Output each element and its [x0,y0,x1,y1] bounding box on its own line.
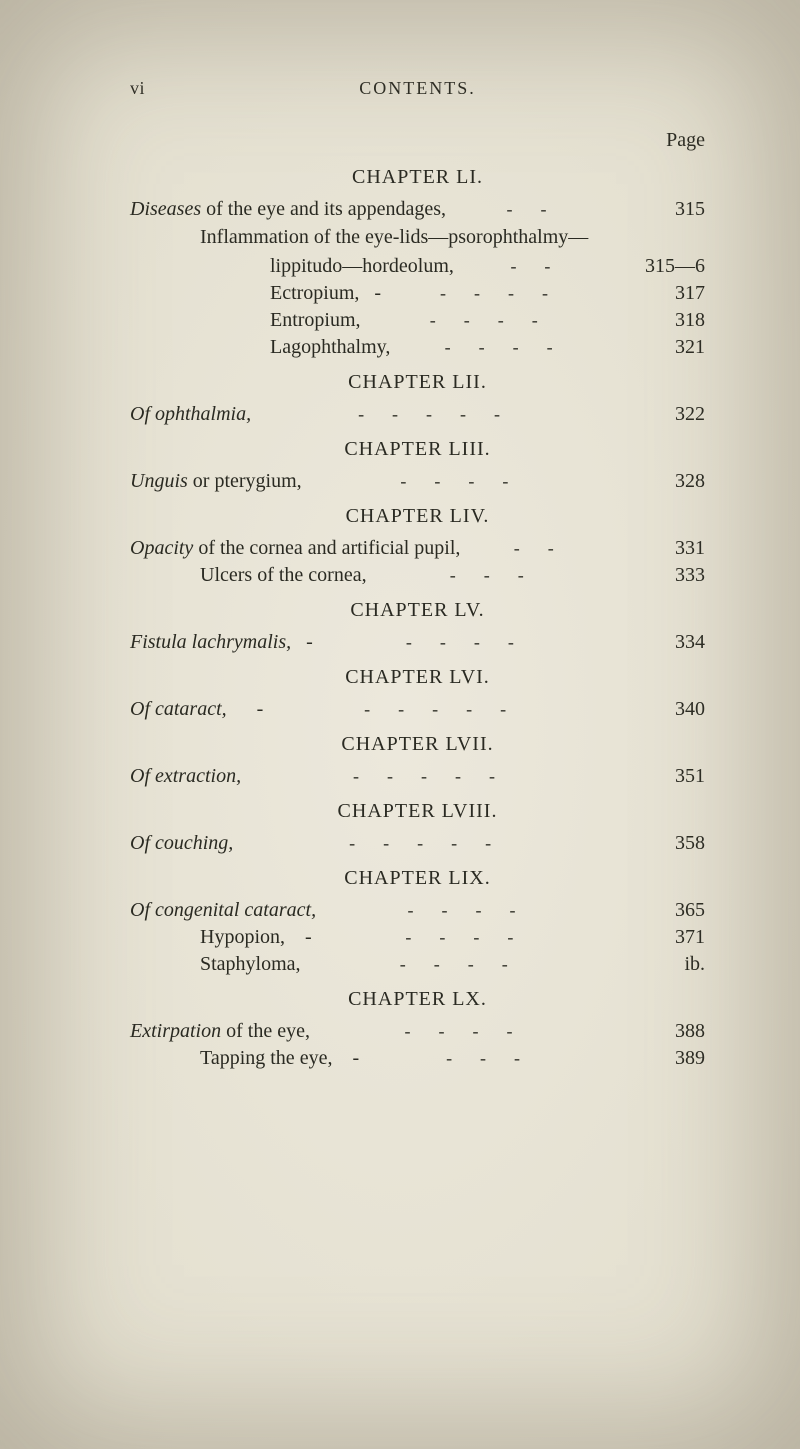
toc-entry: Extirpation of the eye,----388 [130,1021,705,1041]
toc-entry: Hypopion, -----371 [130,927,705,947]
toc-page-number: 321 [635,337,705,357]
toc-page-number: 388 [635,1021,705,1041]
page-column-label: Page [130,129,705,152]
toc-entry: Of extraction,-----351 [130,766,705,786]
toc-page-number: 328 [635,471,705,491]
toc-page-number: 333 [635,565,705,585]
toc-page-number: 340 [635,699,705,719]
toc-entry-label: Ulcers of the cornea, [200,565,367,585]
toc-entry: Ectropium, -----317 [130,283,705,303]
toc-page-number: 365 [635,900,705,920]
leader-dashes: -- [460,539,635,557]
toc-entry-label: Of congenital cataract, [130,900,316,920]
leader-dashes: -- [454,257,635,275]
toc-page-number: ib. [635,954,705,974]
toc-entry: Unguis or pterygium,----328 [130,471,705,491]
folio-number: vi [130,78,190,99]
toc-entry-label: Of cataract, - [130,699,263,719]
toc-page-number: 371 [635,927,705,947]
toc-entry-label: Opacity of the cornea and artificial pup… [130,538,460,558]
leader-dashes: ---- [361,311,635,329]
toc-page-number: 315—6 [635,256,705,276]
chapter-heading: CHAPTER LIV. [130,505,705,528]
leader-dashes: ----- [251,405,635,423]
toc-page-number: 317 [635,283,705,303]
toc-entry-label: Unguis or pterygium, [130,471,302,491]
table-of-contents: CHAPTER LI. Diseases of the eye and its a… [130,166,705,1068]
toc-entry-label: Fistula lachrymalis, - [130,632,313,652]
toc-entry: Tapping the eye, ----389 [130,1048,705,1068]
toc-entry-label: Staphyloma, [200,954,301,974]
toc-page-number: 318 [635,310,705,330]
running-head: vi CONTENTS. [130,78,705,99]
toc-entry: Diseases of the eye and its appendages,-… [130,199,705,219]
leader-dashes: ---- [313,633,635,651]
toc-entry-label: Hypopion, - [200,927,312,947]
leader-dashes: -- [446,200,635,218]
chapter-heading: CHAPTER LII. [130,371,705,394]
leader-dashes: ----- [263,700,635,718]
toc-entry-label: Entropium, [270,310,361,330]
toc-entry-label: lippitudo—hordeolum, [270,256,454,276]
chapter-heading: CHAPTER LVII. [130,733,705,756]
chapter-heading: CHAPTER LV. [130,599,705,622]
toc-page-number: 334 [635,632,705,652]
leader-dashes: ----- [241,767,635,785]
running-title: CONTENTS. [190,78,645,99]
toc-entry: Of couching,-----358 [130,833,705,853]
toc-entry: Staphyloma,----ib. [130,954,705,974]
toc-page-number: 351 [635,766,705,786]
toc-entry-label: Lagophthalmy, [270,337,390,357]
toc-entry: Of congenital cataract,----365 [130,900,705,920]
toc-entry: Entropium,----318 [130,310,705,330]
toc-entry: Of cataract, ------340 [130,699,705,719]
toc-page-number: 331 [635,538,705,558]
toc-page-number: 315 [635,199,705,219]
leader-dashes: ---- [310,1022,635,1040]
toc-entry-label: Of ophthalmia, [130,404,251,424]
leader-dashes: ---- [390,338,635,356]
toc-entry: Lagophthalmy,----321 [130,337,705,357]
leader-dashes: ----- [233,834,635,852]
toc-entry-label: Diseases of the eye and its appendages, [130,199,446,219]
leader-dashes: ---- [302,472,635,490]
chapter-heading: CHAPTER LIII. [130,438,705,461]
toc-page-number: 389 [635,1048,705,1068]
chapter-heading: CHAPTER LVI. [130,666,705,689]
toc-continuation-line: Inflammation of the eye-lids—psorophthal… [130,226,705,249]
chapter-heading: CHAPTER LVIII. [130,800,705,823]
toc-entry-label: Of extraction, [130,766,241,786]
toc-entry: Fistula lachrymalis, -----334 [130,632,705,652]
toc-entry-label: Extirpation of the eye, [130,1021,310,1041]
toc-page-number: 322 [635,404,705,424]
toc-entry-label: Of couching, [130,833,233,853]
leader-dashes: ---- [381,284,635,302]
leader-dashes: ---- [316,901,635,919]
toc-entry: Ulcers of the cornea,---333 [130,565,705,585]
chapter-heading: CHAPTER LX. [130,988,705,1011]
chapter-heading: CHAPTER LI. [130,166,705,189]
toc-entry-label: Tapping the eye, - [200,1048,359,1068]
toc-entry: Opacity of the cornea and artificial pup… [130,538,705,558]
toc-entry: Of ophthalmia,-----322 [130,404,705,424]
page-container: vi CONTENTS. Page CHAPTER LI. Diseases of… [0,0,800,1449]
toc-entry-label: Ectropium, - [270,283,381,303]
toc-entry: lippitudo—hordeolum,--315—6 [130,256,705,276]
leader-dashes: --- [367,566,635,584]
leader-dashes: --- [359,1049,635,1067]
leader-dashes: ---- [312,928,635,946]
leader-dashes: ---- [301,955,635,973]
chapter-heading: CHAPTER LIX. [130,867,705,890]
toc-page-number: 358 [635,833,705,853]
